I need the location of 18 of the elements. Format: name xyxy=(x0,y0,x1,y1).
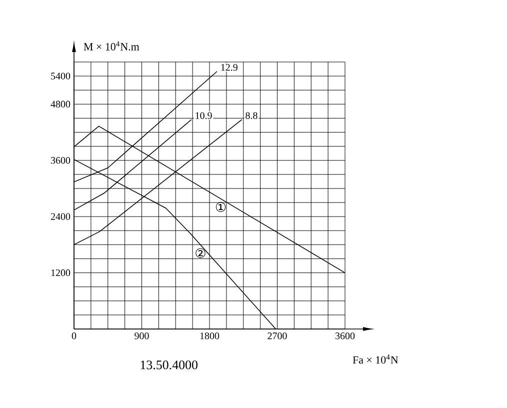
y-tick-label: 2400 xyxy=(50,213,70,220)
series-label: 10.9 xyxy=(196,112,212,120)
y-tick-label: 5400 xyxy=(51,72,70,80)
x-tick-label: 2700 xyxy=(268,332,287,340)
y-tick-label: 1200 xyxy=(51,269,70,276)
text: 13.50.4000 xyxy=(140,360,198,370)
x-tick-label: 1800 xyxy=(200,332,220,340)
series-label: 12.9 xyxy=(221,64,238,71)
x-tick-label: 3600 xyxy=(336,332,355,340)
y-axis-title: M × 10$^{4}$N.m xyxy=(84,41,140,50)
series-label: 8.8 xyxy=(246,112,258,120)
series-label: ① xyxy=(216,202,226,212)
y-tick-label: 3600 xyxy=(51,157,70,164)
x-tick-label: 900 xyxy=(134,332,149,340)
series-label: ② xyxy=(196,248,206,258)
x-axis-title: Fa × 10$^{4}$N xyxy=(352,354,398,364)
y-tick-label: 4800 xyxy=(50,100,70,108)
x-tick-label: 0 xyxy=(72,332,76,340)
